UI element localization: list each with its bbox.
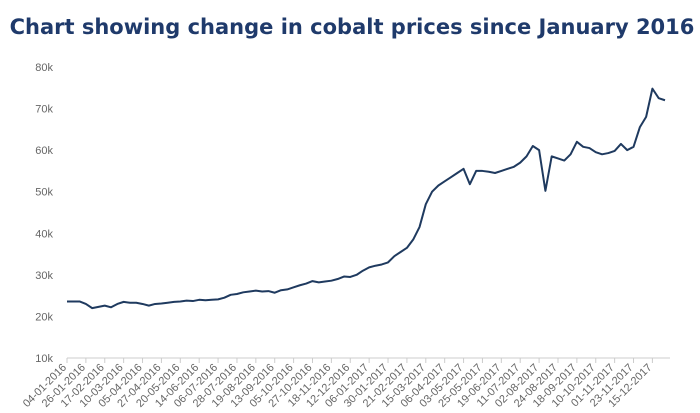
y-tick-label: 80k [35,62,53,74]
y-tick-label: 50k [35,187,53,199]
chart-title: Chart showing change in cobalt prices si… [10,15,695,39]
y-tick-label: 60k [35,145,53,157]
y-tick-label: 70k [35,104,53,116]
price-line [67,87,666,310]
y-tick-label: 20k [35,311,53,323]
y-tick-label: 10k [35,353,53,365]
y-tick-label: 40k [35,228,53,240]
y-tick-label: 30k [35,270,53,282]
